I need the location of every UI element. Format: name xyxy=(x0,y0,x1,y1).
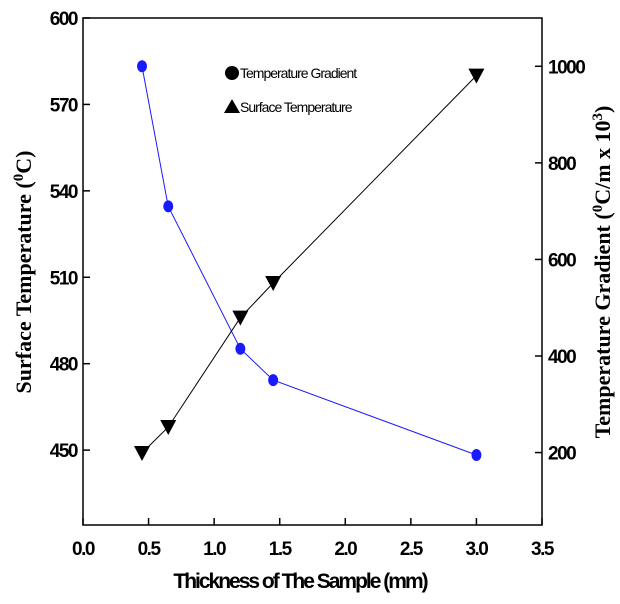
right-y-tick-label: 1000 xyxy=(548,57,585,78)
right-y-tick-label: 400 xyxy=(548,347,576,368)
data-point-surface-temperature xyxy=(160,420,177,436)
data-point-surface-temperature xyxy=(468,68,485,84)
x-axis: 0.0 0.5 1.0 1.5 2.0 2.5 3.0 3.5 xyxy=(72,518,556,560)
left-y-tick-label: 600 xyxy=(50,9,78,30)
x-axis-title: Thickness of The Sample (mm) xyxy=(173,570,427,593)
data-point-temperature-gradient xyxy=(471,448,482,461)
plot-frame xyxy=(82,17,543,526)
data-point-temperature-gradient xyxy=(235,342,246,355)
left-y-axis-title: Surface Temperature (0C) xyxy=(11,151,36,394)
right-y-axis: 200 400 600 800 1000 xyxy=(535,57,587,465)
data-point-surface-temperature xyxy=(232,310,249,326)
data-point-surface-temperature xyxy=(265,276,282,292)
x-tick-label: 2.5 xyxy=(400,539,424,560)
left-y-axis: 450 480 510 540 570 600 xyxy=(50,9,90,462)
left-y-tick-label: 510 xyxy=(50,268,78,289)
data-point-temperature-gradient xyxy=(163,200,174,213)
left-y-tick-label: 450 xyxy=(50,441,78,462)
x-tick-label: 1.5 xyxy=(269,539,293,560)
legend-label-temperature-gradient: Temperature Gradient xyxy=(240,65,357,81)
left-y-tick-label: 570 xyxy=(50,95,78,116)
legend: Temperature Gradient Surface Temperature xyxy=(224,65,358,115)
right-y-tick-label: 600 xyxy=(548,250,576,271)
right-y-tick-label: 800 xyxy=(548,154,576,175)
x-tick-label: 3.0 xyxy=(465,539,488,560)
x-tick-label: 0.0 xyxy=(72,539,95,560)
legend-label-surface-temperature: Surface Temperature xyxy=(240,99,353,115)
legend-marker-circle xyxy=(225,66,239,80)
x-tick-label: 0.5 xyxy=(138,539,162,560)
left-y-tick-label: 540 xyxy=(50,182,78,203)
left-y-tick-label: 480 xyxy=(50,355,78,376)
series-layer xyxy=(134,60,485,461)
x-tick-label: 3.5 xyxy=(531,539,555,560)
legend-marker-triangle xyxy=(224,99,240,113)
x-tick-label: 1.0 xyxy=(203,539,226,560)
data-point-temperature-gradient xyxy=(268,374,279,387)
data-point-temperature-gradient xyxy=(137,60,148,73)
series-line-temperature-gradient xyxy=(141,66,477,456)
right-y-tick-label: 200 xyxy=(548,444,576,465)
x-tick-label: 2.0 xyxy=(334,539,357,560)
series-line-surface-temperature xyxy=(141,75,477,454)
data-point-surface-temperature xyxy=(134,445,151,461)
right-y-axis-title: Temperature Gradient (0C/m x 103) xyxy=(590,106,615,439)
